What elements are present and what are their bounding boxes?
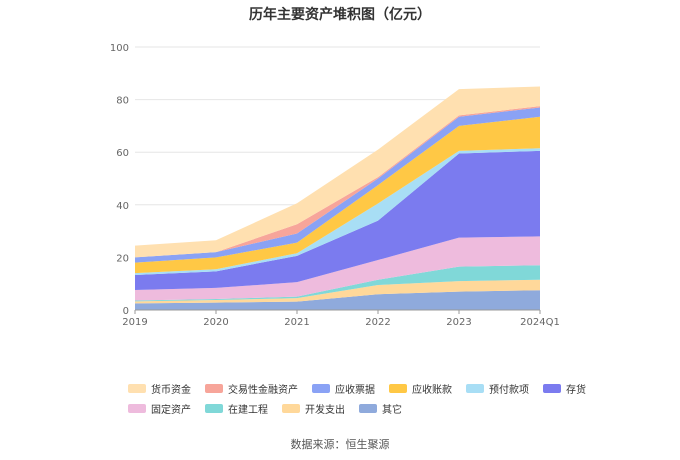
legend-label: 交易性金融资产	[228, 384, 298, 396]
legend-label: 应收账款	[412, 384, 452, 396]
legend-swatch	[466, 383, 484, 393]
x-tick-label: 2020	[203, 317, 228, 328]
legend-item[interactable]: 应收账款	[389, 381, 452, 396]
legend-row: 货币资金 交易性金融资产 应收票据 应收账款 预付款项 存货	[128, 378, 586, 398]
y-tick-label: 0	[123, 306, 129, 317]
legend-item[interactable]: 货币资金	[128, 381, 191, 396]
legend-swatch	[205, 403, 223, 413]
legend-item[interactable]: 其它	[359, 401, 402, 416]
legend-swatch	[205, 383, 223, 393]
x-tick-label: 2024Q1	[520, 317, 560, 328]
legend-item[interactable]: 交易性金融资产	[205, 381, 298, 396]
legend-item[interactable]: 开发支出	[282, 401, 345, 416]
legend-swatch	[312, 383, 330, 393]
source-note: 数据来源：恒生聚源	[290, 438, 390, 451]
legend-label: 开发支出	[305, 404, 345, 416]
y-tick-label: 80	[116, 96, 129, 107]
y-tick-label: 40	[116, 201, 129, 212]
stacked-area-chart: 0 20 40 60 80 100 2019 2020 2021 2022 2023 2024Q1	[110, 43, 560, 328]
axes: 0 20 40 60 80 100 2019 2020 2021 2022 2023 2024Q1	[110, 43, 560, 328]
legend-label: 货币资金	[151, 384, 191, 396]
y-tick-label: 100	[110, 43, 129, 54]
area-开发支出	[135, 279, 540, 304]
legend-label: 固定资产	[151, 404, 191, 416]
legend-swatch	[359, 403, 377, 413]
legend-swatch	[282, 403, 300, 413]
legend-item[interactable]: 应收票据	[312, 381, 375, 396]
area-series	[135, 86, 540, 310]
legend-item[interactable]: 存货	[543, 381, 586, 396]
area-固定资产	[135, 236, 540, 301]
area-应收账款	[135, 116, 540, 274]
area-在建工程	[135, 265, 540, 302]
legend-item[interactable]: 固定资产	[128, 401, 191, 416]
legend-label: 存货	[566, 384, 586, 396]
legend: 货币资金 交易性金融资产 应收票据 应收账款 预付款项 存货 固定资产 在建工程 开发支出 其它	[128, 378, 586, 418]
x-tick-label: 2019	[122, 317, 147, 328]
legend-row: 固定资产 在建工程 开发支出 其它	[128, 398, 568, 418]
area-货币资金	[135, 86, 540, 258]
legend-label: 在建工程	[228, 404, 268, 416]
area-存货	[135, 150, 540, 291]
legend-item[interactable]: 预付款项	[466, 381, 529, 396]
area-其它	[135, 290, 540, 310]
legend-swatch	[543, 383, 561, 393]
legend-label: 预付款项	[489, 384, 529, 396]
y-tick-label: 60	[116, 148, 129, 159]
legend-swatch	[128, 403, 146, 413]
legend-item[interactable]: 在建工程	[205, 401, 268, 416]
legend-label: 应收票据	[335, 384, 375, 396]
x-tick-label: 2021	[284, 317, 309, 328]
x-tick-label: 2023	[446, 317, 471, 328]
x-tick-label: 2022	[365, 317, 390, 328]
chart-title: 历年主要资产堆积图（亿元）	[249, 7, 431, 23]
y-tick-label: 20	[116, 253, 129, 264]
legend-swatch	[389, 383, 407, 393]
legend-label: 其它	[382, 404, 402, 416]
legend-swatch	[128, 383, 146, 393]
